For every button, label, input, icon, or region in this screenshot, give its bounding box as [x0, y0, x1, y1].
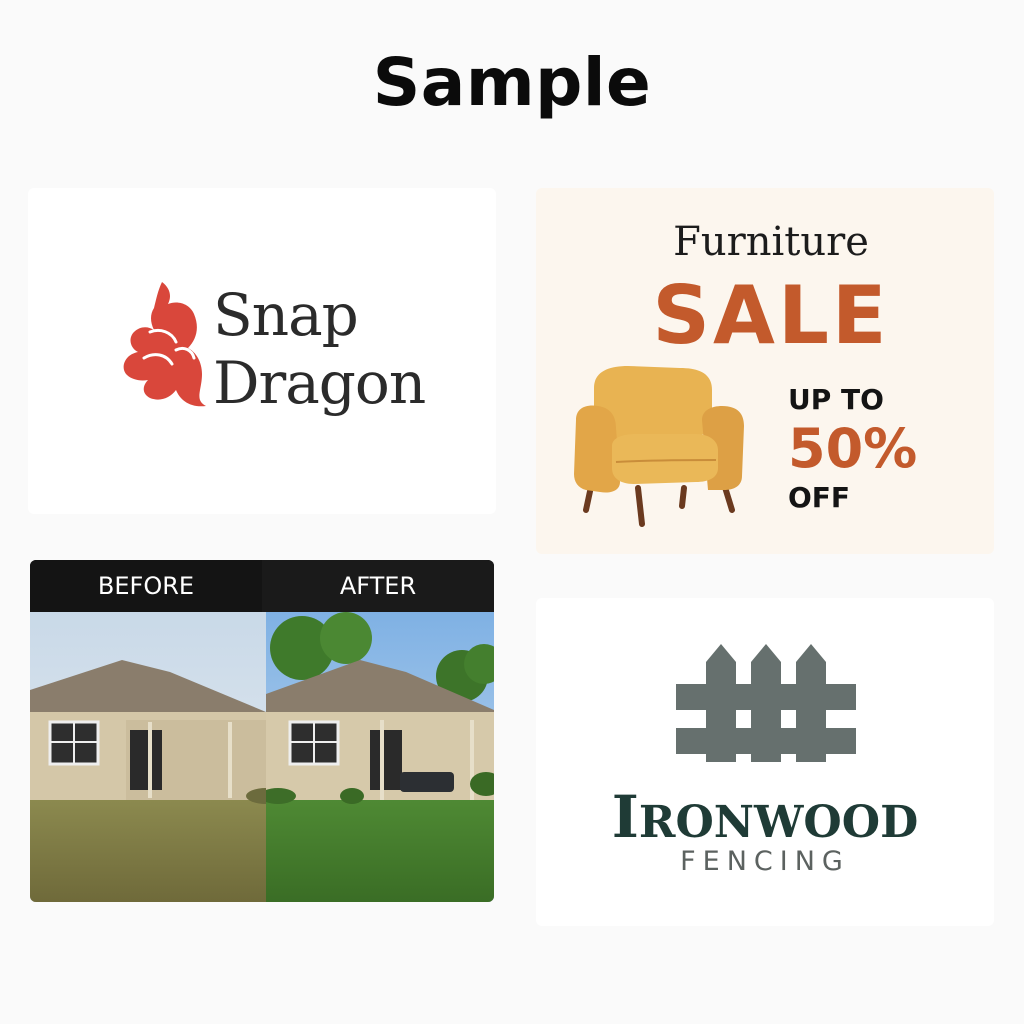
ironwood-logo-card: IRONWOOD FENCING	[536, 598, 994, 926]
offer-up-to: UP TO	[788, 383, 884, 416]
before-label: BEFORE	[30, 560, 262, 612]
offer-off: OFF	[788, 481, 851, 514]
snapdragon-wordmark-line1: Snap	[213, 281, 359, 349]
ironwood-rest: RONWOOD	[638, 797, 919, 848]
before-after-card: BEFORE AFTER	[30, 560, 494, 902]
snapdragon-wordmark-line2: Dragon	[213, 349, 426, 417]
page-title: Sample	[372, 44, 652, 121]
ironwood-initial: I	[611, 783, 639, 851]
snapdragon-flower-icon	[123, 282, 206, 407]
furniture-heading: Furniture	[673, 219, 869, 265]
discount-offer: UP TO 50% OFF	[788, 386, 917, 512]
after-label: AFTER	[262, 560, 494, 612]
snapdragon-logo-card: Snap Dragon	[28, 188, 496, 514]
sale-headline: SALE	[652, 269, 890, 362]
picket-fence-icon	[676, 644, 856, 762]
ironwood-wordmark: IRONWOOD	[536, 788, 994, 846]
offer-percent: 50%	[788, 417, 918, 480]
furniture-sale-card: Furniture SALE UP TO 50% OFF	[536, 188, 994, 554]
before-after-house-photo	[30, 612, 494, 902]
armchair-icon	[574, 366, 744, 527]
ironwood-tagline: FENCING	[680, 846, 850, 877]
